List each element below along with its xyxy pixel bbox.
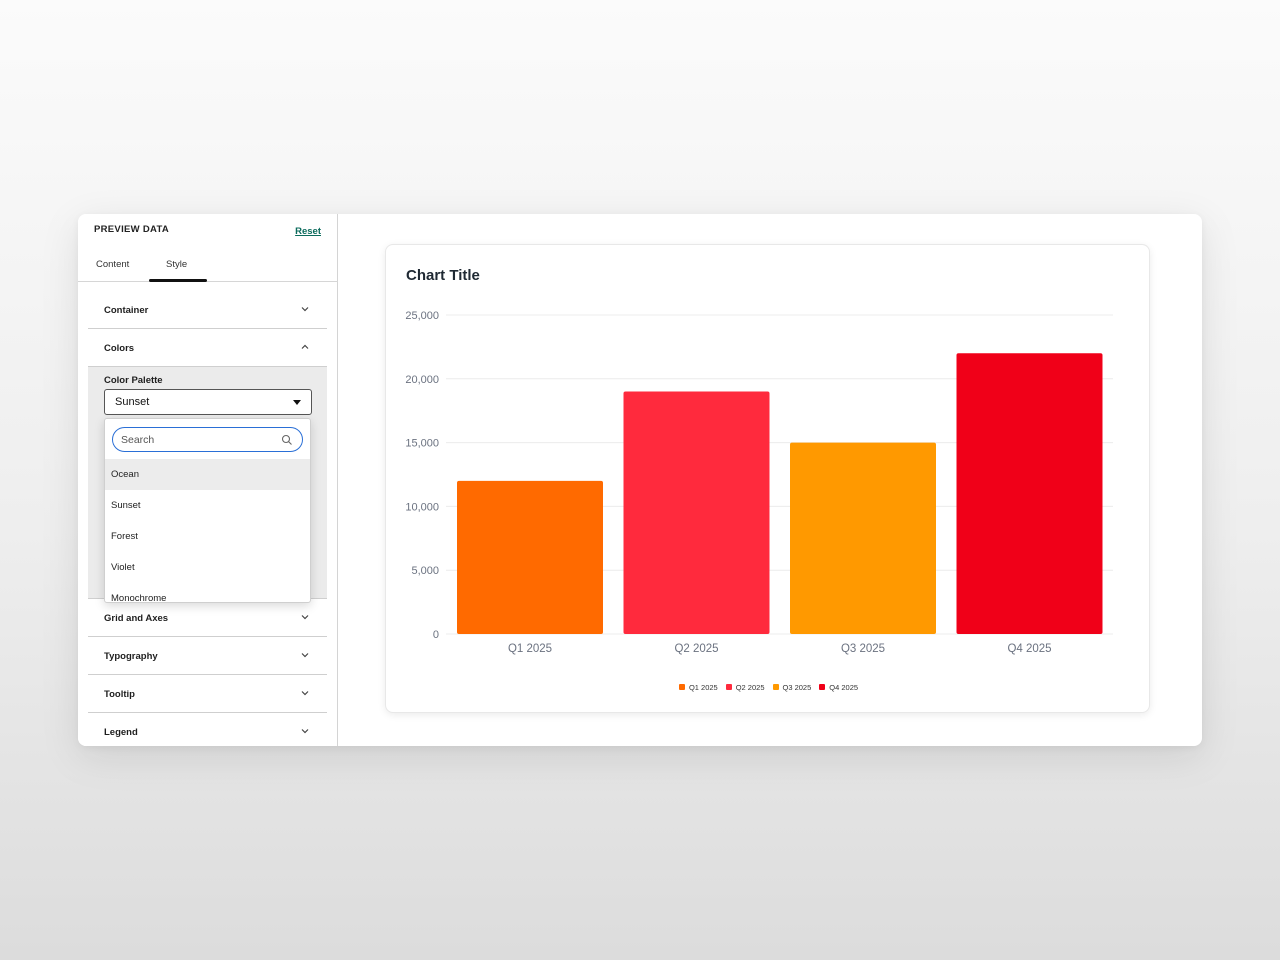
palette-search-box xyxy=(112,427,303,452)
legend-label: Q3 2025 xyxy=(782,683,812,692)
palette-dropdown-menu: Ocean Sunset Forest Violet Monochrome xyxy=(104,418,311,603)
chart-title: Chart Title xyxy=(406,267,480,284)
bar-q3-2025[interactable] xyxy=(790,442,936,634)
chart-card: Chart Title 0 5,000 10,000 15,000 20,000 25,0… xyxy=(385,244,1150,713)
search-icon xyxy=(281,434,292,445)
x-tick-label: Q1 2025 xyxy=(508,643,552,655)
legend-swatch xyxy=(819,684,826,690)
y-tick-label: 5,000 xyxy=(411,565,439,577)
panel-header: PREVIEW DATA Reset xyxy=(94,224,321,244)
tab-style[interactable]: Style xyxy=(166,259,188,270)
panel-title: PREVIEW DATA xyxy=(94,224,170,235)
palette-option-forest[interactable]: Forest xyxy=(105,521,310,552)
y-tick-label: 20,000 xyxy=(405,374,439,386)
palette-search-input[interactable] xyxy=(121,432,271,447)
option-label: Ocean xyxy=(111,469,139,480)
bar-chart: 0 5,000 10,000 15,000 20,000 25,000 Q1 2025 Q2 … xyxy=(405,310,1113,655)
y-tick-label: 0 xyxy=(433,629,439,641)
bar-q4-2025[interactable] xyxy=(956,353,1103,634)
legend-item[interactable]: Q2 2025 xyxy=(725,683,765,692)
section-container[interactable]: Container xyxy=(88,291,327,329)
section-label: Typography xyxy=(104,651,158,662)
x-tick-label: Q2 2025 xyxy=(674,643,718,655)
chevron-up-icon xyxy=(301,344,309,349)
editor-window: PREVIEW DATA Reset Content Style Contain… xyxy=(78,214,1202,746)
selected-palette: Sunset xyxy=(115,396,150,408)
chevron-down-icon xyxy=(301,653,309,658)
tab-content[interactable]: Content xyxy=(96,259,130,270)
chevron-down-icon xyxy=(301,307,309,312)
palette-option-violet[interactable]: Violet xyxy=(105,552,310,583)
x-tick-label: Q4 2025 xyxy=(1007,643,1051,655)
palette-option-ocean[interactable]: Ocean xyxy=(105,459,310,490)
section-grid-and-axes[interactable]: Grid and Axes xyxy=(88,599,327,637)
legend-label: Q1 2025 xyxy=(688,683,718,692)
legend-swatch xyxy=(678,684,685,690)
caret-down-icon xyxy=(293,400,301,405)
option-label: Violet xyxy=(111,562,135,573)
active-tab-indicator xyxy=(149,279,207,282)
palette-option-sunset[interactable]: Sunset xyxy=(105,490,310,521)
chevron-down-icon xyxy=(301,691,309,696)
y-tick-label: 15,000 xyxy=(405,438,439,450)
chart-legend: Q1 2025 Q2 2025 Q3 2025 Q4 2025 xyxy=(386,683,1151,695)
x-tick-label: Q3 2025 xyxy=(841,643,885,655)
section-label: Legend xyxy=(104,727,138,738)
legend-item[interactable]: Q1 2025 xyxy=(678,683,718,692)
option-label: Forest xyxy=(111,531,138,542)
legend-swatch xyxy=(772,684,779,690)
bar-q1-2025[interactable] xyxy=(457,480,603,634)
legend-label: Q4 2025 xyxy=(829,683,859,692)
legend-swatch xyxy=(725,684,732,690)
color-palette-label: Color Palette xyxy=(104,375,163,386)
section-tooltip[interactable]: Tooltip xyxy=(88,675,327,713)
section-label: Container xyxy=(104,305,149,316)
option-label: Sunset xyxy=(111,500,141,511)
legend-item[interactable]: Q3 2025 xyxy=(772,683,812,692)
chevron-down-icon xyxy=(301,615,309,620)
bar-q2-2025[interactable] xyxy=(623,391,770,634)
y-tick-label: 25,000 xyxy=(405,310,439,322)
section-label: Grid and Axes xyxy=(104,613,169,624)
color-palette-select[interactable]: Sunset xyxy=(104,389,312,415)
legend-label: Q2 2025 xyxy=(735,683,765,692)
section-legend[interactable]: Legend xyxy=(88,713,327,746)
section-label: Tooltip xyxy=(104,689,135,700)
option-label: Monochrome xyxy=(111,593,167,603)
tab-bar: Content Style xyxy=(78,252,338,282)
section-typography[interactable]: Typography xyxy=(88,637,327,675)
reset-link[interactable]: Reset xyxy=(295,226,321,237)
section-label: Colors xyxy=(104,343,135,354)
section-colors[interactable]: Colors xyxy=(88,329,327,367)
palette-option-monochrome[interactable]: Monochrome xyxy=(105,583,310,603)
legend-item[interactable]: Q4 2025 xyxy=(819,683,858,692)
chevron-down-icon xyxy=(301,729,309,734)
y-tick-label: 10,000 xyxy=(405,501,439,513)
